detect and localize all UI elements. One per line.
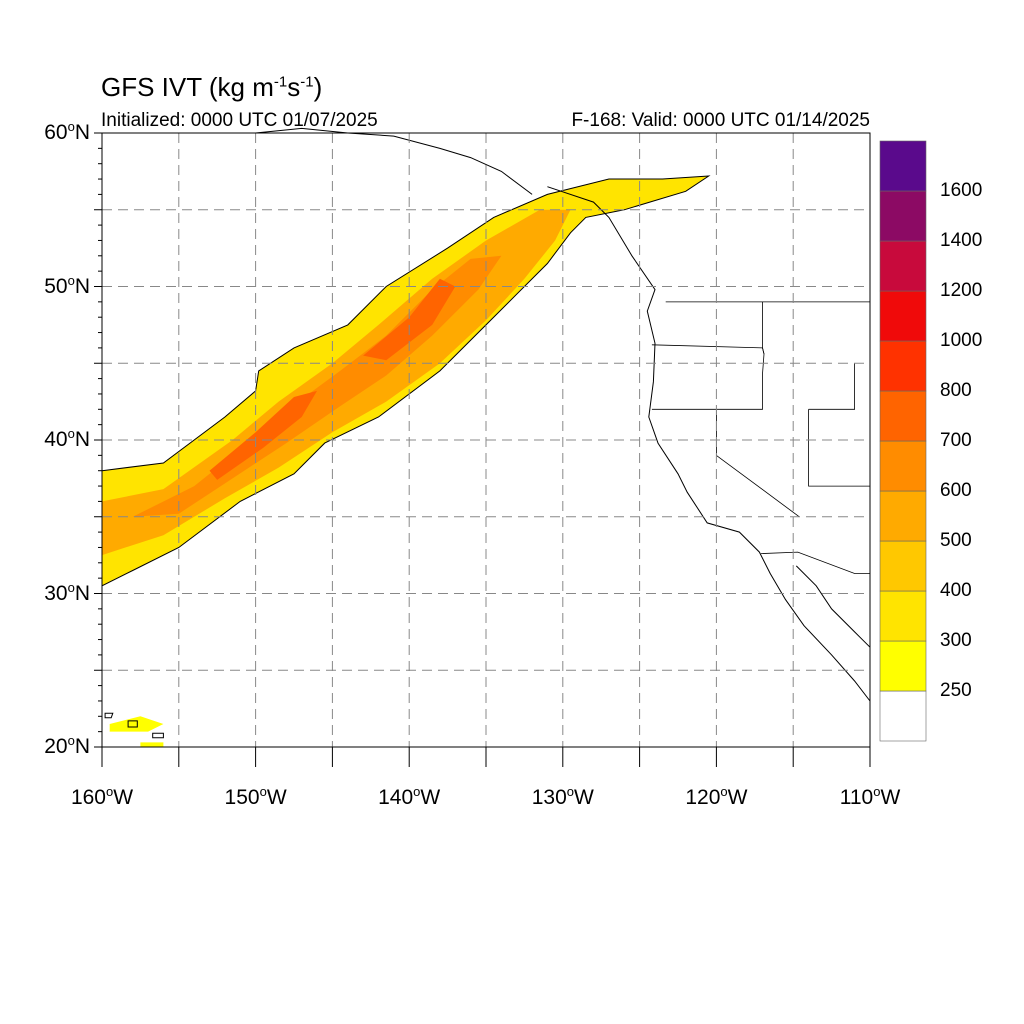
hawaii-ivt-patch bbox=[109, 716, 164, 732]
colorbar-label: 600 bbox=[940, 480, 972, 501]
alaska-coast-line bbox=[255, 127, 533, 195]
border-line-3 bbox=[762, 301, 765, 355]
hawaii-island-2 bbox=[152, 732, 164, 739]
lon-tick-label: 110oW bbox=[839, 784, 901, 809]
colorbar-label: 500 bbox=[940, 530, 972, 551]
lat-tick-label: 60oN bbox=[44, 119, 90, 144]
hawaii-island-0 bbox=[104, 712, 114, 719]
colorbar-box bbox=[879, 540, 927, 592]
ivt-800-band bbox=[209, 390, 317, 480]
colorbar-label: 400 bbox=[940, 580, 972, 601]
border-line-4 bbox=[808, 409, 870, 487]
colorbar-label: 300 bbox=[940, 630, 972, 651]
border-line-1 bbox=[651, 344, 765, 410]
colorbar-label: 700 bbox=[940, 430, 972, 451]
colorbar-label: 1400 bbox=[940, 230, 983, 251]
colorbar-label: 800 bbox=[940, 380, 972, 401]
colorbar-box bbox=[879, 390, 927, 442]
ivt-shading bbox=[102, 175, 711, 747]
colorbar-label: 250 bbox=[940, 680, 972, 701]
colorbar-label: 1600 bbox=[940, 180, 983, 201]
lat-tick-label: 40oN bbox=[44, 426, 90, 451]
lat-tick-label: 20oN bbox=[44, 733, 90, 758]
lon-tick-label: 120oW bbox=[685, 784, 748, 809]
ivt-800-band-north bbox=[363, 278, 456, 361]
gulf-of-california-line bbox=[795, 565, 871, 648]
colorbar-box bbox=[879, 490, 927, 542]
colorbar-box bbox=[879, 690, 927, 742]
border-line-2 bbox=[716, 409, 800, 518]
lon-tick-label: 130oW bbox=[531, 784, 594, 809]
colorbar-box bbox=[879, 190, 927, 242]
colorbar-label: 1000 bbox=[940, 330, 983, 351]
init-time-subtitle: Initialized: 0000 UTC 01/07/2025 bbox=[101, 110, 378, 131]
chart-title: GFS IVT (kg m-1s-1) bbox=[101, 72, 323, 102]
west-coast-line bbox=[547, 186, 871, 702]
hawaii-island-1 bbox=[127, 720, 138, 728]
colorbar-box bbox=[879, 590, 927, 642]
lon-tick-label: 140oW bbox=[378, 784, 441, 809]
border-line-5 bbox=[760, 551, 870, 574]
valid-time-subtitle: F-168: Valid: 0000 UTC 01/14/2025 bbox=[571, 110, 870, 131]
colorbar-box bbox=[879, 140, 927, 192]
lon-tick-label: 150oW bbox=[224, 784, 287, 809]
colorbar-box bbox=[879, 640, 927, 692]
colorbar-label: 1200 bbox=[940, 280, 983, 301]
border-line-6 bbox=[808, 363, 855, 410]
hawaii-ivt-patch-south bbox=[140, 742, 164, 747]
colorbar-box bbox=[879, 240, 927, 292]
colorbar-box bbox=[879, 440, 927, 492]
colorbar-box bbox=[879, 290, 927, 342]
lon-tick-label: 160oW bbox=[70, 784, 134, 809]
lat-tick-label: 50oN bbox=[44, 272, 90, 298]
lat-tick-label: 30oN bbox=[44, 579, 90, 605]
colorbar-box bbox=[879, 340, 927, 392]
